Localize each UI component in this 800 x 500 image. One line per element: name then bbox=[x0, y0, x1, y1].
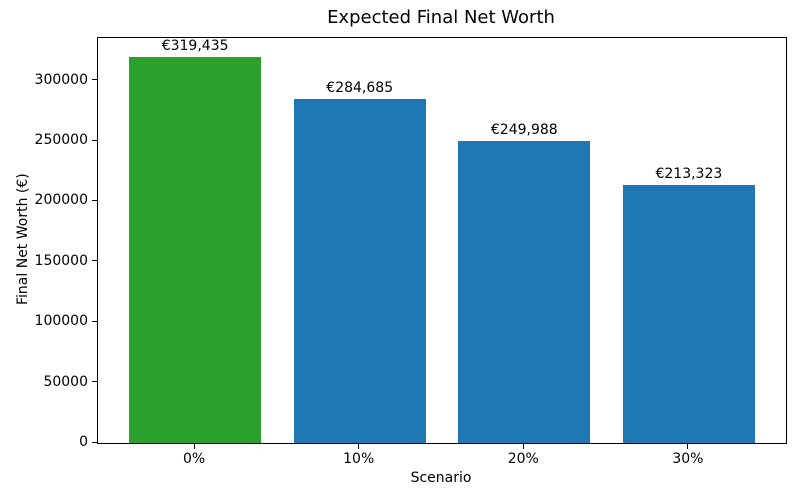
x-axis-label: Scenario bbox=[410, 470, 472, 486]
x-tick-mark bbox=[358, 444, 360, 449]
bar-30% bbox=[623, 185, 755, 443]
bar-value-label: €249,988 bbox=[490, 122, 558, 138]
x-tick-mark bbox=[687, 444, 689, 449]
x-tick-mark bbox=[522, 444, 524, 449]
x-tick-label: 20% bbox=[507, 451, 539, 467]
bar-value-label: €213,323 bbox=[655, 166, 723, 182]
y-tick-label: 300000 bbox=[34, 71, 88, 88]
y-tick-label: 250000 bbox=[34, 132, 88, 149]
plot-area: €319,435 €284,685 €249,988 €213,323 bbox=[97, 37, 787, 444]
y-tick-label: 200000 bbox=[34, 192, 88, 209]
bar-value-label: €284,685 bbox=[326, 80, 394, 96]
x-tick-label: 10% bbox=[343, 451, 375, 467]
y-tick-mark bbox=[92, 320, 97, 322]
y-tick-mark bbox=[92, 260, 97, 262]
bar-20% bbox=[458, 141, 590, 443]
bar-value-label: €319,435 bbox=[161, 38, 229, 54]
x-tick-label: 0% bbox=[183, 451, 206, 467]
y-tick-mark bbox=[92, 79, 97, 81]
y-tick-label: 100000 bbox=[34, 313, 88, 330]
x-tick-label: 30% bbox=[672, 451, 704, 467]
y-tick-mark bbox=[92, 441, 97, 443]
y-tick-mark bbox=[92, 199, 97, 201]
y-tick-mark bbox=[92, 139, 97, 141]
y-tick-label: 150000 bbox=[34, 252, 88, 269]
y-tick-mark bbox=[92, 381, 97, 383]
x-tick-mark bbox=[193, 444, 195, 449]
bar-10% bbox=[294, 99, 426, 443]
y-tick-label: 50000 bbox=[43, 373, 88, 390]
y-tick-label: 0 bbox=[79, 434, 88, 450]
bar-0% bbox=[129, 57, 261, 443]
chart-title: Expected Final Net Worth bbox=[327, 7, 555, 28]
